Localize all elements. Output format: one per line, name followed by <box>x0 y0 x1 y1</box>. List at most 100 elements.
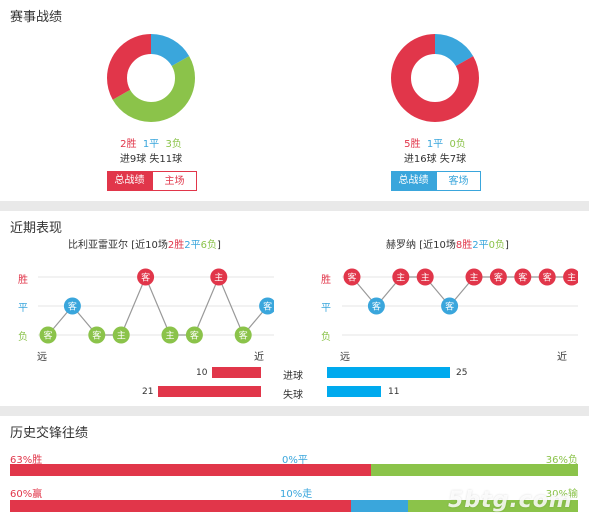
svg-text:客: 客 <box>190 330 199 342</box>
h2h-win-label: 63%胜 <box>10 455 43 466</box>
svg-text:主: 主 <box>421 272 430 284</box>
h2h-win-segment <box>10 464 372 476</box>
left-win-count: 2胜 <box>120 139 137 150</box>
left-conceded-value: 21 <box>142 387 154 397</box>
svg-text:客: 客 <box>68 301 77 313</box>
left-form-point-loss: 客 <box>234 326 252 344</box>
right-record-draws: 2平 <box>472 240 489 251</box>
right-goals-line: 进16球 失7球 <box>403 154 467 165</box>
recent-form-panel: 近期表现 比利亚雷亚尔 [近10场2胜2平6负] 赫罗纳 [近10场8胜2平0负… <box>0 211 589 406</box>
left-donut-slice-loss <box>107 34 195 122</box>
svg-text:客: 客 <box>43 330 52 342</box>
left-form-point-win: 主 <box>210 268 228 286</box>
watermark-logo: 5btg.com <box>448 488 573 513</box>
right-total-record-tab[interactable]: 总战绩 <box>391 171 436 191</box>
right-form-point-win: 主 <box>392 268 410 286</box>
svg-text:主: 主 <box>396 272 405 284</box>
right-team-summary: 5胜 1平 0负 进16球 失7球 <box>375 137 495 167</box>
left-team-record-label: 比利亚雷亚尔 [近10场2胜2平6负] <box>68 236 221 251</box>
svg-text:客: 客 <box>445 301 454 313</box>
svg-text:客: 客 <box>543 272 552 284</box>
right-form-point-win: 客 <box>343 268 361 286</box>
right-ylabel-loss: 负 <box>321 332 331 343</box>
left-ylabel-draw: 平 <box>18 303 28 314</box>
right-form-point-win: 主 <box>416 268 434 286</box>
handicap-loss-segment <box>407 500 578 512</box>
right-team-record-label: 赫罗纳 [近10场8胜2平0负] <box>386 236 509 251</box>
handicap-win-label: 60%赢 <box>10 489 43 500</box>
right-form-point-win: 客 <box>514 268 532 286</box>
left-loss-count: 3负 <box>165 139 182 150</box>
right-form-point-win: 主 <box>465 268 483 286</box>
handicap-result-bar <box>10 500 578 512</box>
right-x-far: 远 <box>340 352 350 363</box>
left-form-point-loss: 主 <box>161 326 179 344</box>
h2h-loss-label: 36%负 <box>545 455 578 466</box>
right-ylabel-draw: 平 <box>321 303 331 314</box>
right-team-name: 赫罗纳 <box>386 240 416 251</box>
right-wdl-line: 5胜 1平 0负 <box>375 137 495 152</box>
left-team-donut-chart <box>107 34 195 122</box>
right-x-near: 近 <box>557 352 567 363</box>
section-title-recent: 近期表现 <box>10 221 63 236</box>
right-ylabel-win: 胜 <box>321 275 331 286</box>
left-wdl-line: 2胜 1平 3负 <box>91 137 211 152</box>
match-record-panel: 赛事战绩 2胜 1平 3负 进9球 失11球 总战绩 主场 5胜 1平 0负 进… <box>0 0 589 201</box>
right-form-line <box>351 276 572 307</box>
left-total-record-tab[interactable]: 总战绩 <box>107 171 152 191</box>
left-form-point-loss: 主 <box>112 326 130 344</box>
h2h-draw-label: 0%平 <box>282 455 308 466</box>
right-scored-value: 25 <box>456 368 468 378</box>
svg-text:客: 客 <box>239 330 248 342</box>
scored-label: 进球 <box>283 371 303 382</box>
right-away-tab[interactable]: 客场 <box>436 171 481 191</box>
svg-text:主: 主 <box>165 330 174 342</box>
left-conceded-bar <box>157 386 261 397</box>
left-x-near: 近 <box>254 352 264 363</box>
right-record-losses: 0负 <box>488 240 505 251</box>
left-form-point-draw: 客 <box>259 297 274 315</box>
section-title-h2h: 历史交锋往绩 <box>10 426 89 441</box>
right-conceded-bar <box>327 386 382 397</box>
svg-text:客: 客 <box>518 272 527 284</box>
right-record-prefix: [近10场 <box>419 240 456 251</box>
left-team-name: 比利亚雷亚尔 <box>68 240 128 251</box>
conceded-label: 失球 <box>283 390 303 401</box>
left-x-far: 远 <box>37 352 47 363</box>
left-form-point-win: 客 <box>137 268 155 286</box>
left-form-point-loss: 客 <box>39 326 57 344</box>
left-donut-slice-win <box>107 34 195 122</box>
left-team-summary: 2胜 1平 3负 进9球 失11球 <box>91 137 211 167</box>
left-form-point-draw: 客 <box>63 297 81 315</box>
right-record-wins: 8胜 <box>455 240 473 251</box>
svg-text:客: 客 <box>141 272 150 284</box>
right-form-point-win: 客 <box>538 268 556 286</box>
left-home-tab[interactable]: 主场 <box>152 171 197 191</box>
section-title-record: 赛事战绩 <box>10 10 63 25</box>
h2h-result-bar <box>10 464 578 476</box>
left-record-prefix: [近10场 <box>131 240 168 251</box>
svg-text:客: 客 <box>372 301 381 313</box>
left-ylabel-loss: 负 <box>18 332 28 343</box>
right-form-point-win: 客 <box>489 268 507 286</box>
left-record-losses: 6负 <box>200 240 217 251</box>
svg-text:客: 客 <box>92 330 101 342</box>
svg-text:主: 主 <box>469 272 478 284</box>
left-form-line <box>47 275 269 337</box>
right-draw-count: 1平 <box>426 139 444 150</box>
handicap-win-segment <box>10 500 351 512</box>
svg-text:主: 主 <box>117 330 126 342</box>
handicap-push-segment <box>350 500 408 512</box>
left-record-draws: 2平 <box>184 240 201 251</box>
svg-text:客: 客 <box>494 272 503 284</box>
left-scored-value: 10 <box>196 368 208 378</box>
handicap-push-label: 10%走 <box>280 489 313 500</box>
svg-text:客: 客 <box>263 301 272 313</box>
right-team-donut-chart <box>391 34 479 122</box>
right-record-suffix: ] <box>504 240 509 251</box>
head-to-head-panel: 历史交锋往绩 63%胜 0%平 36%负 60%赢 10%走 30%输 5btg… <box>0 416 589 518</box>
handicap-loss-label: 30%输 <box>545 489 578 500</box>
right-win-count: 5胜 <box>404 139 421 150</box>
svg-text:客: 客 <box>347 272 356 284</box>
